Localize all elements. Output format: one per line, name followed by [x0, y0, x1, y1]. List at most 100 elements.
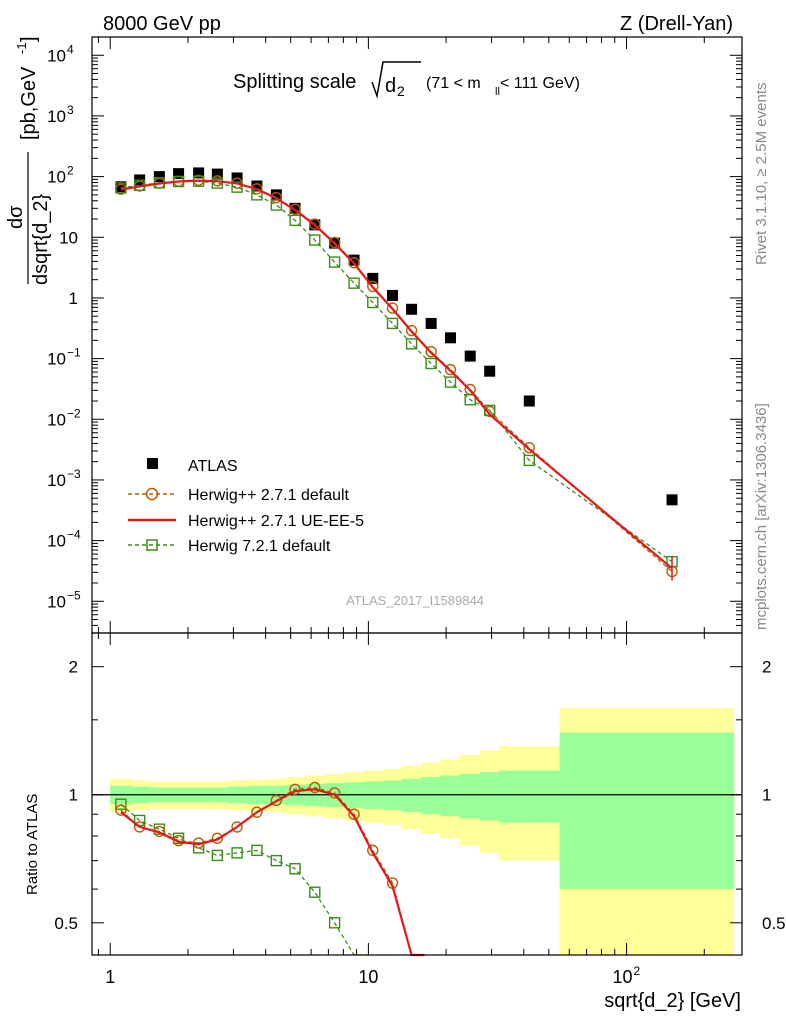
sqrt-symbol-icon — [371, 61, 421, 99]
title-range-sub: ll — [495, 86, 500, 98]
herwigpp-default-point — [386, 302, 399, 314]
x-tick-label-exponent: 2 — [634, 964, 641, 978]
band-green-bin — [498, 770, 561, 823]
y-tick-label-exponent: −1 — [67, 346, 81, 360]
band-green-bin — [421, 777, 441, 815]
y-tick-label-exponent: −5 — [67, 588, 81, 602]
band-green-bin — [559, 732, 735, 890]
title-sqrt-sub: 2 — [397, 83, 405, 99]
y-tick-label: 10 — [47, 46, 66, 65]
atlas-data-point — [348, 254, 360, 266]
ratio-y-tick-label-right: 1 — [762, 786, 771, 805]
herwig7-point — [289, 214, 301, 227]
herwig7-point — [464, 394, 476, 406]
ratio-y-tick-label-left: 1 — [69, 786, 78, 805]
ratio-herwig7-point — [231, 847, 243, 859]
herwig7-point — [328, 256, 341, 268]
herwigpp-default-point — [309, 218, 321, 230]
herwigpp-default-point — [270, 191, 283, 204]
y-tick-label-exponent: 4 — [67, 42, 74, 56]
herwigpp-default-point — [348, 257, 360, 269]
herwigpp-default-point — [405, 324, 418, 337]
herwig7-line — [120, 180, 673, 563]
title-main: Splitting scale — [233, 71, 356, 93]
y-tick-label: 10 — [47, 168, 66, 187]
atlas-data-point — [153, 171, 165, 183]
y-tick-label: 10 — [47, 107, 66, 126]
y-tick-label: 10 — [47, 350, 66, 369]
y-tick-label: 1 — [69, 289, 78, 308]
y-tick-label: 10 — [47, 592, 66, 611]
legend: ATLAS Herwig++ 2.7.1 default Herwig++ 2.… — [128, 458, 364, 555]
ratio-herwigpp-default-point — [251, 806, 263, 818]
ylabel-ratio: Ratio to ATLAS — [24, 794, 41, 895]
herwigpp-ueee5-line — [120, 179, 673, 570]
herwig7-point — [386, 317, 399, 330]
ratio-herwigpp-default-point — [289, 783, 301, 795]
ylabel-units-close: ] — [18, 36, 40, 42]
ylabel-denominator: dsqrt{d_2} — [30, 193, 52, 285]
ratio-y-tick-label-right: 0.5 — [762, 914, 786, 933]
y-tick-label-exponent: −2 — [67, 406, 81, 420]
atlas-data-point — [251, 180, 263, 192]
ratio-herwigpp-default-point — [367, 844, 379, 857]
ratio-herwig7-point — [133, 814, 146, 827]
herwig7-point — [367, 296, 379, 309]
y-tick-label: 10 — [59, 228, 78, 247]
herwig7-point — [523, 454, 535, 467]
y-tick-label: 10 — [47, 532, 66, 551]
ratio-herwigpp-default-point — [133, 821, 146, 833]
legend-marker-herwigpp-default — [145, 487, 159, 501]
legend-label-herwig7: Herwig 7.2.1 default — [188, 538, 331, 555]
x-tick-label: 10 — [613, 967, 633, 987]
herwig7-point — [348, 277, 360, 289]
header-left: 8000 GeV pp — [103, 13, 221, 35]
herwigpp-default-point — [425, 345, 437, 358]
herwigpp-default-point — [444, 363, 457, 376]
atlas-data-point — [464, 350, 476, 362]
xlabel: sqrt{d_2} [GeV] — [604, 990, 741, 1012]
legend-marker-herwig7 — [146, 539, 158, 551]
ratio-y-tick-label-left: 0.5 — [54, 914, 78, 933]
ratio-herwigpp-default-point — [231, 821, 243, 833]
atlas-data-point — [387, 289, 399, 301]
atlas-data-point — [406, 303, 418, 315]
ratio-herwig7-point — [115, 798, 127, 810]
ylabel-units: [pb,GeV — [18, 66, 40, 140]
ratio-herwigpp-default-point — [115, 804, 127, 816]
x-tick-label: 1 — [105, 967, 115, 987]
ratio-herwigpp-default-point — [348, 808, 360, 820]
atlas-data-point — [484, 365, 496, 377]
atlas-data-point — [523, 395, 535, 407]
atlas-data-point — [367, 272, 379, 284]
header-right: Z (Drell-Yan) — [620, 13, 733, 35]
atlas-data-point — [445, 332, 457, 344]
ratio-herwig7-point — [309, 886, 321, 898]
legend-label-atlas: ATLAS — [188, 458, 238, 475]
herwigpp-default-point — [289, 203, 301, 215]
y-tick-label-exponent: −3 — [67, 467, 81, 481]
side-label-rivet: Rivet 3.1.10, ≥ 2.5M events — [753, 83, 770, 266]
ylabel-numerator: dσ — [5, 205, 27, 229]
title-range: (71 < m — [426, 75, 481, 92]
ratio-herwigpp-default-point — [172, 834, 185, 847]
atlas-data-point — [115, 181, 127, 193]
herwigpp-default-point — [328, 236, 341, 249]
ratio-herwig7-point — [211, 849, 224, 862]
watermark: ATLAS_2017_I1589844 — [346, 593, 484, 608]
herwig7-point — [231, 181, 243, 193]
legend-marker-atlas — [147, 458, 158, 469]
atlas-data-point — [666, 494, 678, 506]
herwig7-point — [405, 338, 418, 350]
band-green-bin — [459, 773, 481, 819]
herwig7-point — [270, 199, 283, 211]
ratio-uncertainty-bands — [110, 707, 735, 955]
herwigpp-default-point — [523, 441, 535, 454]
legend-label-herwigpp-ueee5: Herwig++ 2.7.1 UE-EE-5 — [188, 513, 364, 530]
herwigpp-default-point — [367, 280, 379, 293]
band-green-bin — [402, 778, 422, 813]
ratio-herwigpp-default-point — [211, 832, 224, 844]
band-green-bin — [479, 772, 500, 821]
y-tick-label: 10 — [47, 471, 66, 490]
